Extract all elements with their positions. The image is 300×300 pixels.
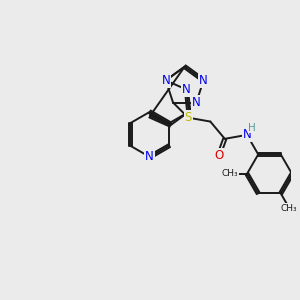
Text: CH₃: CH₃ [281, 203, 298, 212]
Text: N: N [161, 74, 170, 87]
Text: O: O [214, 149, 223, 162]
Text: N: N [243, 128, 251, 141]
Text: CH₃: CH₃ [222, 169, 238, 178]
Text: N: N [182, 83, 191, 96]
Text: S: S [184, 111, 192, 124]
Text: H: H [248, 123, 256, 133]
Text: N: N [192, 96, 201, 109]
Text: N: N [146, 151, 154, 164]
Text: N: N [199, 74, 208, 87]
